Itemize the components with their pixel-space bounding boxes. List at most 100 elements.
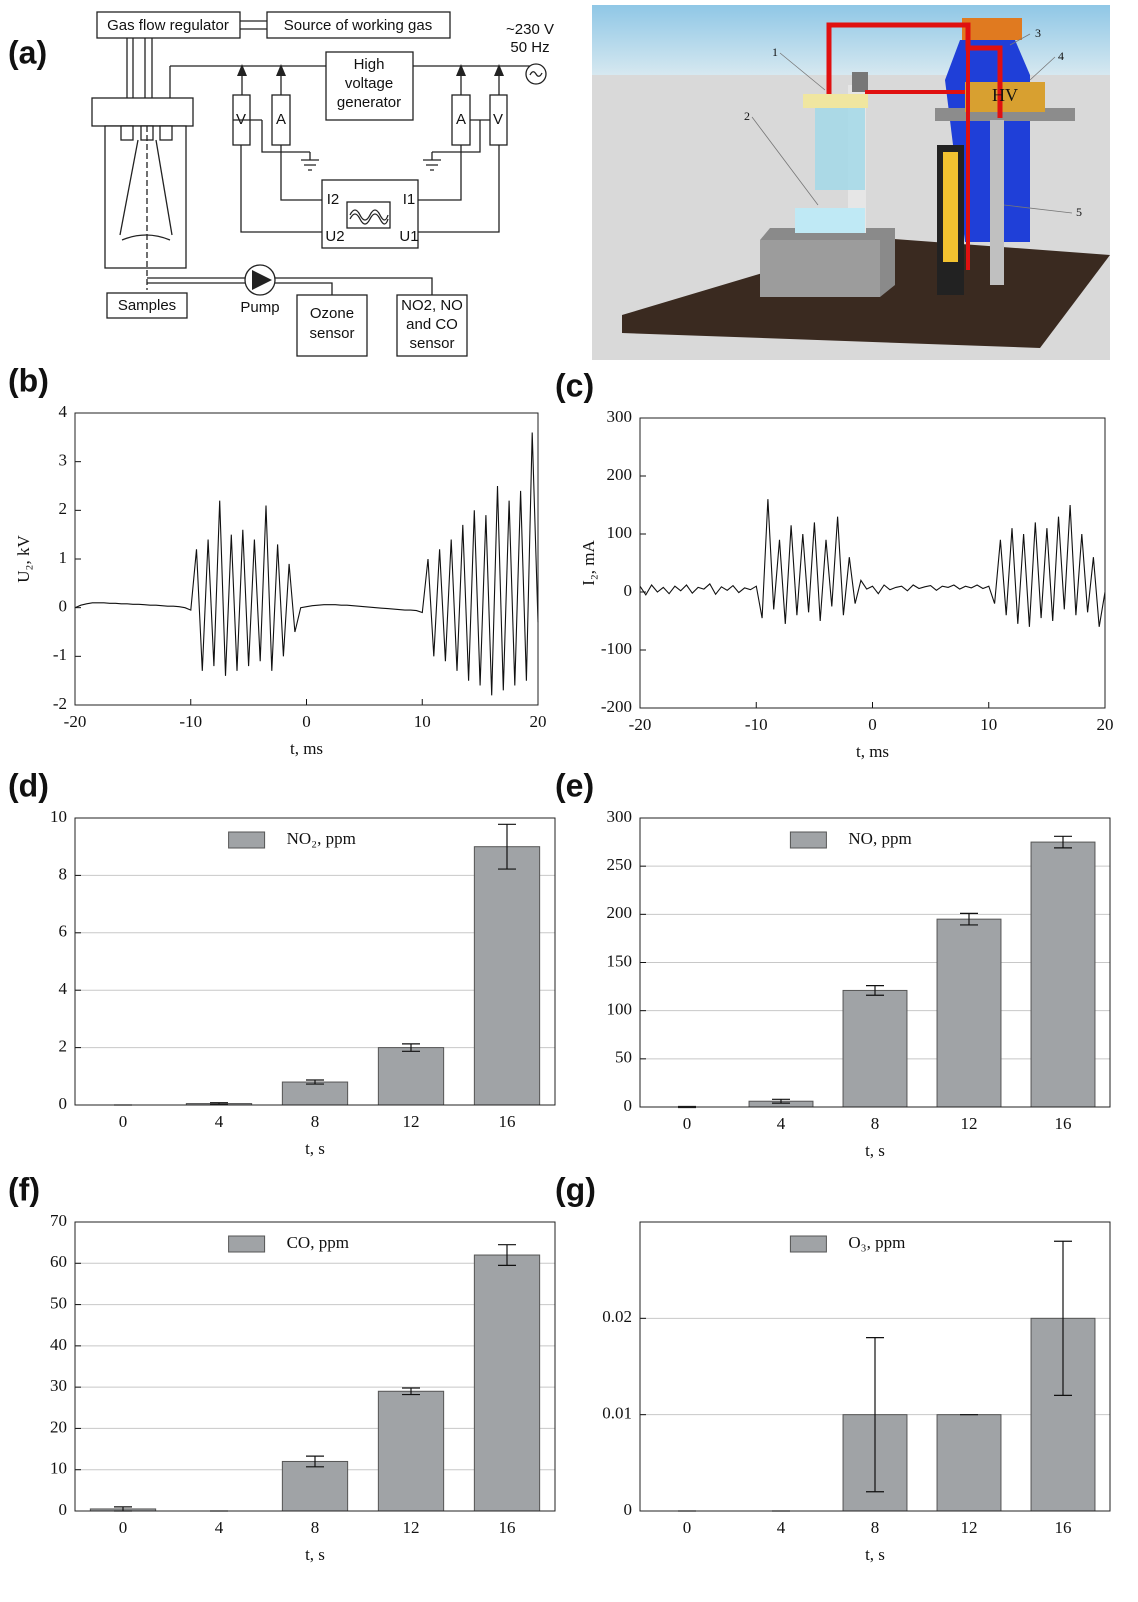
x-tick-label: -20 <box>64 712 87 731</box>
y-axis-label: U₂, kV <box>14 535 33 583</box>
y-tick-label: 0 <box>59 1094 68 1113</box>
error-bar <box>210 1102 228 1106</box>
y-tick-label: 0 <box>59 597 68 616</box>
error-bar <box>306 1079 324 1085</box>
label: Source of working gas <box>284 17 432 34</box>
y-tick-label: 10 <box>50 807 67 826</box>
error-bar <box>498 823 516 870</box>
error-bar <box>772 1098 790 1104</box>
y-tick-label: 0.01 <box>602 1404 632 1423</box>
x-axis-label: t, s <box>305 1139 325 1158</box>
label: High <box>354 56 385 73</box>
bar <box>1030 841 1096 1108</box>
label: U1 <box>399 228 418 245</box>
legend-swatch <box>789 831 827 849</box>
y-tick-label: 0 <box>624 1096 633 1115</box>
error-bar <box>1054 1240 1072 1396</box>
y-tick-label: 70 <box>50 1211 67 1230</box>
error-bar <box>498 1244 516 1266</box>
x-axis-label: t, s <box>865 1141 885 1160</box>
label: voltage <box>345 75 393 92</box>
y-tick-label: 6 <box>59 922 68 941</box>
x-tick-label: 0 <box>119 1112 128 1131</box>
x-tick-label: 12 <box>403 1518 420 1537</box>
plot-frame <box>74 412 539 706</box>
x-axis-label: t, s <box>865 1545 885 1564</box>
x-axis-label: t, ms <box>290 739 323 758</box>
panel-label: (b) <box>8 362 49 398</box>
plot-frame <box>74 817 556 1106</box>
y-tick-label: 4 <box>59 402 68 421</box>
y-tick-label: 0 <box>624 1500 633 1519</box>
label: A <box>456 111 466 128</box>
label: Samples <box>118 297 176 314</box>
bar <box>936 918 1002 1108</box>
x-tick-label: 16 <box>499 1112 516 1131</box>
y-tick-label: -2 <box>53 694 67 713</box>
panel-label: (a) <box>8 34 47 70</box>
error-bar <box>866 985 884 996</box>
panel-label: (e) <box>555 767 594 803</box>
legend-swatch <box>789 1235 827 1253</box>
label: sensor <box>309 325 354 342</box>
x-tick-label: 16 <box>1055 1114 1072 1133</box>
y-tick-label: -200 <box>601 697 632 716</box>
plot-frame <box>639 1221 1111 1512</box>
plot-frame <box>639 817 1111 1108</box>
y-tick-label: 200 <box>607 903 633 922</box>
signal-line <box>639 499 1106 627</box>
label: Ozone <box>310 305 354 322</box>
label: V <box>493 111 503 128</box>
y-tick-label: 10 <box>50 1459 67 1478</box>
x-axis-label: t, ms <box>856 742 889 761</box>
label: and CO <box>406 316 458 333</box>
render-label: 2 <box>744 109 750 123</box>
bar <box>936 1414 1002 1512</box>
legend-label: NO₂, ppm <box>287 829 356 848</box>
x-tick-label: 0 <box>683 1518 692 1537</box>
label: Pump <box>240 299 279 316</box>
x-tick-label: 0 <box>119 1518 128 1537</box>
x-tick-label: 16 <box>499 1518 516 1537</box>
bar <box>473 1254 541 1512</box>
bar <box>473 846 541 1106</box>
y-tick-label: 2 <box>59 1037 68 1056</box>
signal-line <box>74 432 539 696</box>
setup-render: HV 1 2 3 4 5 <box>592 5 1110 360</box>
y-tick-label: 40 <box>50 1335 67 1354</box>
y-tick-label: 20 <box>50 1417 67 1436</box>
label: A <box>276 111 286 128</box>
y-tick-label: 300 <box>607 407 633 426</box>
x-tick-label: 8 <box>311 1112 320 1131</box>
x-tick-label: 10 <box>414 712 431 731</box>
x-tick-label: 12 <box>403 1112 420 1131</box>
label: I1 <box>403 191 416 208</box>
x-tick-label: 20 <box>1097 715 1114 734</box>
label: 50 Hz <box>510 39 549 56</box>
legend-swatch <box>228 1235 266 1253</box>
y-axis-label: I₂, mA <box>579 539 598 585</box>
y-tick-label: 8 <box>59 864 68 883</box>
x-tick-label: -10 <box>745 715 768 734</box>
label: sensor <box>409 335 454 352</box>
y-tick-label: 3 <box>59 451 68 470</box>
x-tick-label: 4 <box>215 1112 224 1131</box>
x-axis-label: t, s <box>305 1545 325 1564</box>
y-tick-label: 250 <box>607 855 633 874</box>
legend-label: NO, ppm <box>848 829 911 848</box>
error-bar <box>960 912 978 926</box>
legend-swatch <box>228 831 266 849</box>
x-tick-label: 4 <box>777 1114 786 1133</box>
error-bar <box>1054 835 1072 849</box>
x-tick-label: 0 <box>868 715 877 734</box>
render-label: 5 <box>1076 205 1082 219</box>
x-tick-label: 12 <box>961 1518 978 1537</box>
x-tick-label: -10 <box>179 712 202 731</box>
y-tick-label: 50 <box>50 1293 67 1312</box>
y-tick-label: 50 <box>615 1048 632 1067</box>
y-tick-label: 0 <box>624 581 633 600</box>
plot-frame <box>639 417 1106 709</box>
y-tick-label: 0.02 <box>602 1307 632 1326</box>
x-tick-label: 20 <box>530 712 547 731</box>
